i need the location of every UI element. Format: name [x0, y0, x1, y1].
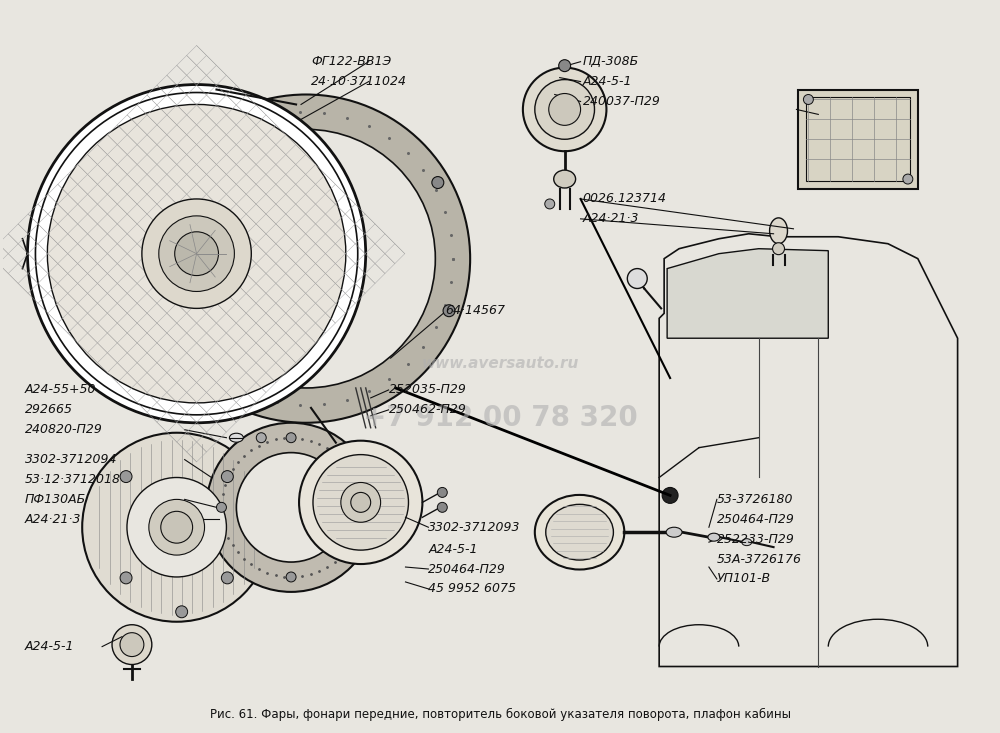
Circle shape [82, 432, 271, 622]
Text: А24-5-1: А24-5-1 [24, 640, 74, 653]
Text: 250464-П29: 250464-П29 [717, 513, 795, 526]
Circle shape [299, 441, 422, 564]
Text: А24·21·3: А24·21·3 [583, 213, 639, 225]
Text: 240037-П29: 240037-П29 [583, 95, 660, 108]
Circle shape [803, 95, 813, 105]
Circle shape [112, 625, 152, 665]
Circle shape [256, 432, 266, 443]
Ellipse shape [535, 495, 624, 570]
Ellipse shape [546, 504, 613, 560]
Ellipse shape [666, 527, 682, 537]
Text: ПФ130АБ: ПФ130АБ [24, 493, 86, 506]
Text: 252233-П29: 252233-П29 [717, 533, 795, 545]
Circle shape [549, 94, 581, 125]
Circle shape [443, 305, 455, 317]
Circle shape [175, 232, 218, 276]
Circle shape [351, 493, 371, 512]
Circle shape [27, 84, 366, 423]
Circle shape [627, 268, 647, 289]
Text: А24·21·3: А24·21·3 [24, 513, 81, 526]
Circle shape [177, 129, 435, 388]
Ellipse shape [773, 243, 785, 254]
Text: А24-55+50: А24-55+50 [24, 383, 96, 397]
Circle shape [221, 572, 233, 584]
Circle shape [523, 67, 606, 151]
Circle shape [221, 471, 233, 482]
Circle shape [248, 110, 260, 122]
Text: УП101-В: УП101-В [717, 572, 771, 586]
Circle shape [149, 499, 205, 555]
Text: 3302-3712093: 3302-3712093 [428, 520, 521, 534]
Text: 24·10·3711024: 24·10·3711024 [311, 75, 407, 88]
Circle shape [236, 452, 346, 562]
Text: 3302-3712094: 3302-3712094 [24, 453, 117, 466]
Text: 53·12·3712018: 53·12·3712018 [24, 473, 120, 486]
Circle shape [341, 482, 381, 522]
Circle shape [432, 177, 444, 188]
Circle shape [903, 174, 913, 184]
Text: 53-3726180: 53-3726180 [717, 493, 793, 506]
Text: Рис. 61. Фары, фонари передние, повторитель боковой указателя поворота, плафон к: Рис. 61. Фары, фонари передние, повторит… [210, 708, 790, 721]
Ellipse shape [708, 533, 720, 541]
Circle shape [559, 59, 571, 72]
Text: 292665: 292665 [24, 403, 72, 416]
Text: А24-5-1: А24-5-1 [428, 542, 478, 556]
Ellipse shape [770, 218, 787, 244]
Circle shape [313, 454, 408, 550]
Text: +7 912 00 78 320: +7 912 00 78 320 [363, 404, 637, 432]
Text: 252035-П29: 252035-П29 [389, 383, 466, 397]
Text: 240820-П29: 240820-П29 [24, 423, 102, 436]
Circle shape [35, 92, 358, 415]
Text: 0026.123714: 0026.123714 [583, 193, 667, 205]
Ellipse shape [554, 170, 576, 188]
Polygon shape [667, 248, 828, 338]
Circle shape [176, 605, 188, 618]
Text: ФГ122-ВВ1Э: ФГ122-ВВ1Э [311, 55, 391, 68]
Circle shape [545, 199, 555, 209]
Polygon shape [798, 89, 918, 189]
Ellipse shape [742, 539, 752, 545]
Circle shape [662, 487, 678, 504]
Text: А24-5-1: А24-5-1 [583, 75, 632, 88]
Circle shape [224, 385, 236, 397]
Circle shape [286, 432, 296, 443]
Text: www.aversauto.ru: www.aversauto.ru [421, 356, 579, 371]
Circle shape [120, 572, 132, 584]
Circle shape [127, 477, 226, 577]
Circle shape [142, 199, 251, 309]
Text: 250462-П29: 250462-П29 [389, 403, 466, 416]
Text: 250464-П29: 250464-П29 [428, 562, 506, 575]
Circle shape [535, 80, 595, 139]
Text: ПД-308Б: ПД-308Б [583, 55, 639, 68]
Ellipse shape [229, 433, 243, 442]
Circle shape [356, 502, 366, 512]
Circle shape [207, 423, 376, 592]
Circle shape [120, 633, 144, 657]
Text: 53А-3726176: 53А-3726176 [717, 553, 802, 566]
Circle shape [159, 216, 234, 292]
Circle shape [216, 502, 226, 512]
Circle shape [47, 105, 346, 403]
Circle shape [437, 502, 447, 512]
Text: 45 9952 6075: 45 9952 6075 [428, 583, 516, 595]
Circle shape [437, 487, 447, 498]
Circle shape [286, 572, 296, 582]
Circle shape [120, 471, 132, 482]
Circle shape [161, 512, 193, 543]
Text: 64·14567: 64·14567 [445, 304, 505, 317]
Circle shape [142, 95, 470, 423]
